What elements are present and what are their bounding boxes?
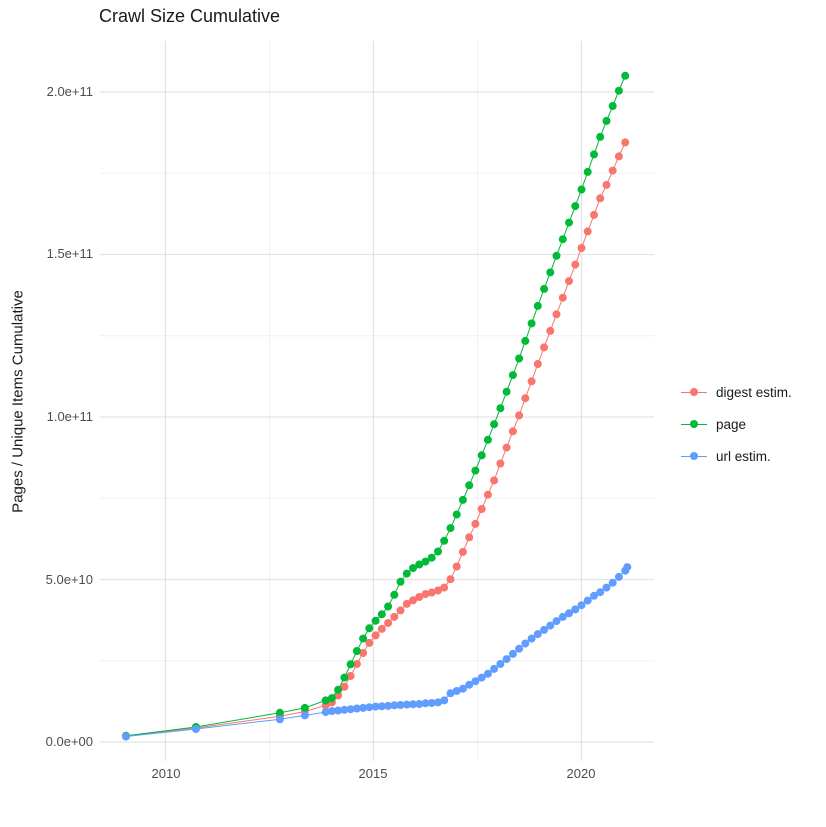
y-tick-label-1: 5.0e+10 [45, 572, 93, 587]
y-tick-label-4: 2.0e+11 [46, 84, 93, 99]
legend-item-page: page [681, 408, 792, 440]
legend-item-url-estim: url estim. [681, 440, 792, 472]
legend: digest estim. page url estim. [681, 376, 792, 472]
series-page-points [122, 71, 630, 740]
x-tick-label-2010: 2010 [151, 766, 181, 781]
x-tick-label-2015: 2015 [358, 766, 388, 781]
legend-item-digest-estim: digest estim. [681, 376, 792, 408]
gridlines-minor [100, 41, 654, 761]
legend-key-digest-icon [681, 387, 707, 397]
y-tick-label-2: 1.0e+11 [46, 409, 93, 424]
legend-key-url-icon [681, 451, 707, 461]
x-tick-label-2020: 2020 [566, 766, 596, 781]
series-url-estim [122, 563, 632, 741]
series-digest-estim [122, 138, 630, 741]
legend-label: page [716, 416, 747, 432]
series-url-estim-line [125, 566, 628, 737]
series-page [122, 71, 630, 740]
legend-key-page-icon [681, 419, 707, 429]
chart-title: Crawl Size Cumulative [99, 6, 281, 26]
legend-label: url estim. [716, 448, 771, 464]
y-tick-label-0: 0.0e+00 [45, 734, 93, 749]
series-url-estim-points [122, 563, 632, 741]
legend-label: digest estim. [716, 384, 792, 400]
series-digest-estim-points [122, 138, 630, 741]
series-digest-estim-line [125, 142, 626, 737]
y-axis-title: Pages / Unique Items Cumulative [9, 290, 27, 513]
gridlines-major [100, 41, 654, 761]
y-tick-label-3: 1.5e+11 [46, 246, 93, 261]
